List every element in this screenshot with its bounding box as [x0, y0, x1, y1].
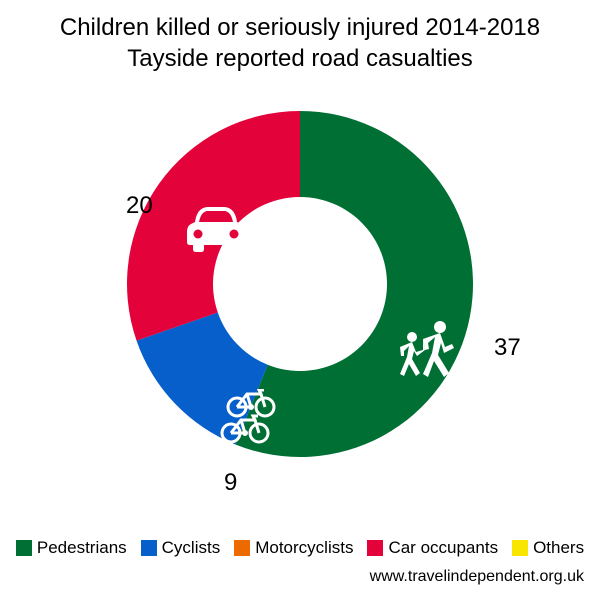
title-line-2: Tayside reported road casualties [0, 43, 600, 74]
value-label-car-occupants: 20 [126, 192, 153, 220]
legend-label: Cyclists [162, 538, 221, 558]
value-label-pedestrians: 37 [494, 334, 521, 362]
legend-item-cyclists: Cyclists [141, 538, 221, 558]
legend-item-motorcyclists: Motorcyclists [234, 538, 353, 558]
legend-label: Pedestrians [37, 538, 127, 558]
legend: Pedestrians Cyclists Motorcyclists Car o… [0, 538, 600, 558]
legend-label: Motorcyclists [255, 538, 353, 558]
legend-swatch [141, 540, 157, 556]
car-icon [185, 202, 247, 259]
legend-item-pedestrians: Pedestrians [16, 538, 127, 558]
chart-container: Children killed or seriously injured 201… [0, 0, 600, 600]
source-url: www.travelindependent.org.uk [370, 568, 584, 586]
donut-svg [120, 104, 480, 464]
pedestrians-icon [395, 319, 465, 384]
legend-label: Others [533, 538, 584, 558]
legend-item-others: Others [512, 538, 584, 558]
legend-item-car-occupants: Car occupants [367, 538, 498, 558]
donut-chart: 37 9 20 [0, 74, 600, 494]
legend-swatch [512, 540, 528, 556]
legend-swatch [367, 540, 383, 556]
legend-swatch [234, 540, 250, 556]
title-line-1: Children killed or seriously injured 201… [0, 12, 600, 43]
legend-label: Car occupants [388, 538, 498, 558]
value-label-cyclists: 9 [224, 469, 237, 497]
legend-swatch [16, 540, 32, 556]
chart-title: Children killed or seriously injured 201… [0, 0, 600, 74]
cyclists-icon [217, 389, 279, 450]
